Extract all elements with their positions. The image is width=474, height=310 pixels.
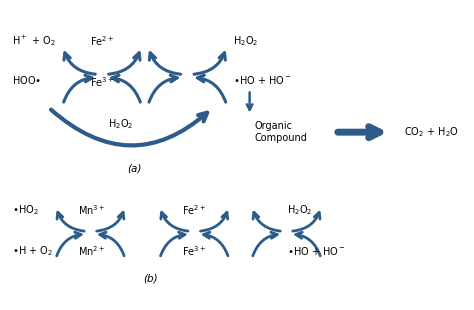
Text: H$_2$O$_2$: H$_2$O$_2$ — [234, 34, 259, 48]
Text: Mn$^{2+}$: Mn$^{2+}$ — [78, 244, 105, 258]
Text: Fe$^{3+}$: Fe$^{3+}$ — [182, 244, 206, 258]
Text: $\bullet$HO$_2$: $\bullet$HO$_2$ — [12, 203, 39, 217]
Text: H$_2$O$_2$: H$_2$O$_2$ — [108, 118, 133, 131]
Text: (a): (a) — [127, 164, 141, 174]
Text: $\bullet$H + O$_2$: $\bullet$H + O$_2$ — [12, 244, 53, 258]
Text: H$_2$O$_2$: H$_2$O$_2$ — [287, 203, 312, 217]
Text: Compound: Compound — [254, 133, 307, 143]
Text: Mn$^{3+}$: Mn$^{3+}$ — [78, 203, 105, 217]
Text: $\bullet$HO + HO$^-$: $\bullet$HO + HO$^-$ — [287, 245, 346, 257]
Text: CO$_2$ + H$_2$O: CO$_2$ + H$_2$O — [404, 125, 459, 139]
Text: $\bullet$HO + HO$^-$: $\bullet$HO + HO$^-$ — [234, 74, 292, 86]
Text: Fe$^{3+}$: Fe$^{3+}$ — [90, 75, 114, 89]
Text: Organic: Organic — [254, 121, 292, 131]
Text: Fe$^{2+}$: Fe$^{2+}$ — [90, 34, 114, 48]
Text: H$^+$ + O$_2$: H$^+$ + O$_2$ — [12, 33, 56, 48]
Text: Fe$^{2+}$: Fe$^{2+}$ — [182, 203, 206, 217]
Text: HOO$\bullet$: HOO$\bullet$ — [12, 74, 41, 86]
Text: (b): (b) — [143, 273, 158, 283]
